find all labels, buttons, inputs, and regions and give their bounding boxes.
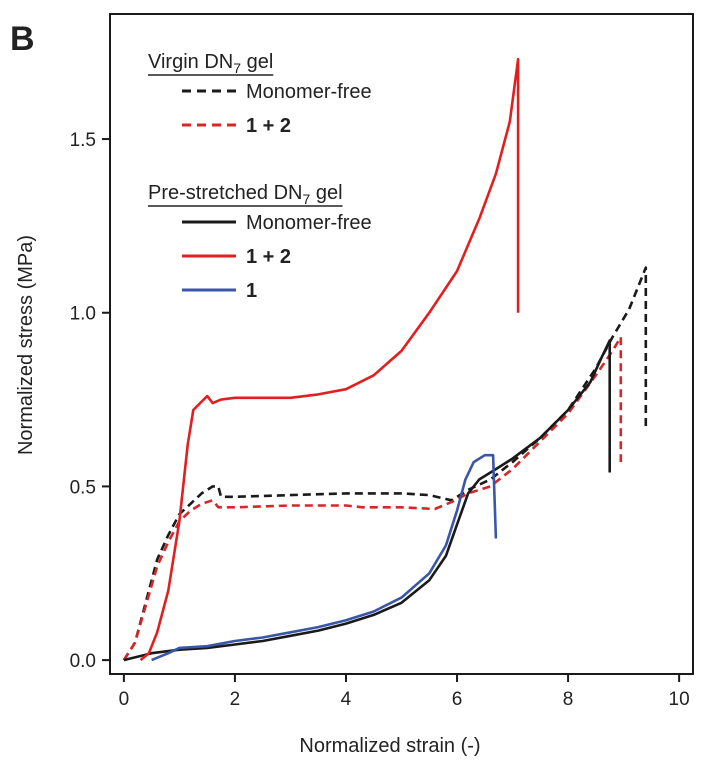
series-line-pre-stretched-dn7-gel-1: [151, 453, 498, 662]
series-line-pre-stretched-dn7-gel-monomer-free: [123, 339, 611, 662]
series-layer: [122, 57, 648, 662]
x-tick-label-0: 0: [119, 689, 130, 710]
legend-label-virgin-dn7-gel-1-2: 1 + 2: [246, 115, 291, 137]
y-tick-label-0-5: 0.5: [70, 477, 96, 498]
y-tick-label-1-0: 1.0: [70, 304, 96, 325]
x-tick-label-6: 6: [452, 689, 463, 710]
plot-frame: [109, 13, 694, 675]
series-line-pre-stretched-dn7-gel-1-2: [139, 57, 520, 662]
series-line-virgin-dn7-gel-monomer-free: [122, 266, 648, 661]
legend-label-pre-stretched-dn7-gel-1-2: 1 + 2: [246, 246, 291, 268]
legend-heading-0: Virgin DN7 gel: [148, 51, 273, 76]
legend: Virgin DN7 gel Monomer-free 1 + 2 Pre-stret…: [148, 51, 372, 302]
x-axis-label: Normalized strain (-): [299, 735, 480, 757]
legend-label-pre-stretched-dn7-gel-1: 1: [246, 280, 257, 302]
legend-heading-1: Pre-stretched DN7 gel: [148, 182, 343, 207]
legend-label-virgin-dn7-gel-monomer-free: Monomer-free: [246, 81, 372, 103]
x-tick-label-8: 8: [563, 689, 574, 710]
series-line-virgin-dn7-gel-1-2: [122, 335, 623, 661]
y-tick-label-0-0: 0.0: [70, 651, 96, 672]
axis-ticks: 0 2 4 6 8 10 0.0 0.5 1.0 1.5: [70, 130, 690, 710]
x-tick-label-2: 2: [230, 689, 241, 710]
y-tick-label-1-5: 1.5: [70, 130, 96, 151]
legend-label-pre-stretched-dn7-gel-monomer-free: Monomer-free: [246, 212, 372, 234]
y-axis-label: Normalized stress (MPa): [15, 235, 37, 455]
panel-label: B: [10, 20, 35, 58]
x-tick-label-4: 4: [341, 689, 352, 710]
x-tick-label-10: 10: [669, 689, 690, 710]
